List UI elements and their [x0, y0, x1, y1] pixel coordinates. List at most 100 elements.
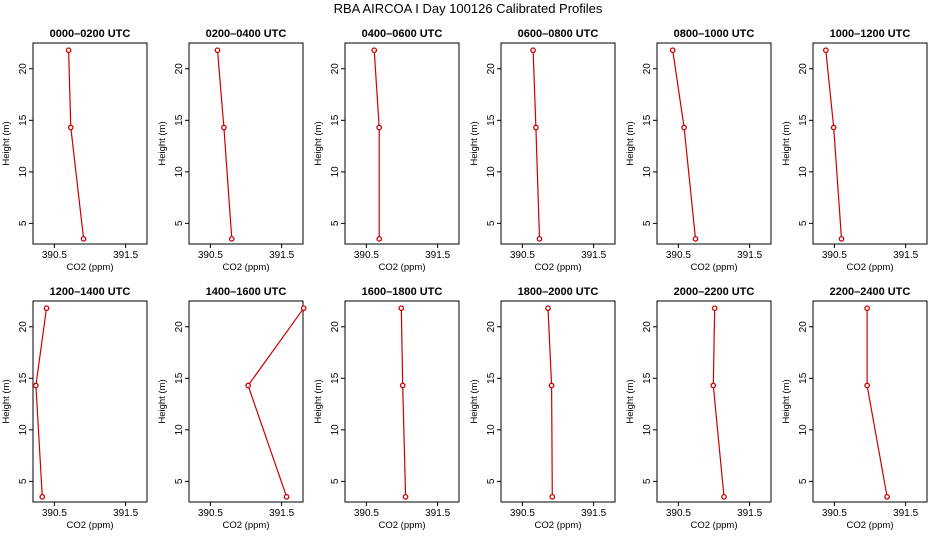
y-tick-label: 20 [18, 321, 29, 333]
y-tick-label: 5 [18, 478, 29, 484]
plot-frame [32, 300, 148, 503]
x-axis-label: CO2 (ppm) [691, 520, 738, 531]
data-point [536, 235, 543, 242]
plot-frame [344, 42, 460, 245]
y-axis-label: Height (m) [625, 379, 636, 423]
panel-title: 1000–1200 UTC [830, 28, 911, 40]
x-tick-label: 391.5 [737, 250, 762, 261]
x-tick-label: 391.5 [425, 250, 450, 261]
y-tick-label: 15 [642, 372, 653, 384]
y-tick-label: 10 [330, 424, 341, 436]
x-tick-label: 390.5 [198, 508, 223, 519]
profile-line [547, 308, 553, 497]
y-tick-label: 10 [798, 166, 809, 178]
profile-panel: 0600–0800 UTC 390.5 391.5 5 10 15 20 CO2 (ppm) H… [469, 28, 616, 273]
data-point [530, 47, 536, 54]
y-tick-label: 15 [798, 114, 809, 126]
y-axis-label: Height (m) [469, 121, 480, 165]
y-tick-label: 20 [642, 321, 653, 333]
x-tick-label: 391.5 [737, 508, 762, 519]
data-point [228, 235, 235, 242]
profile-line [532, 50, 541, 239]
data-point [43, 305, 50, 312]
plot-frame [500, 42, 616, 245]
x-tick-label: 390.5 [822, 250, 847, 261]
data-point [669, 47, 676, 54]
data-point [711, 305, 718, 312]
profile-line [866, 308, 888, 497]
data-point [710, 382, 717, 389]
y-tick-label: 5 [330, 220, 341, 226]
data-point [283, 493, 290, 500]
y-tick-label: 15 [798, 372, 809, 384]
data-point [65, 47, 72, 54]
data-point [884, 493, 890, 500]
plot-frame [812, 42, 928, 245]
panel-title: 0800–1000 UTC [674, 28, 755, 40]
panel-title: 1800–2000 UTC [518, 286, 599, 298]
y-tick-label: 15 [486, 114, 497, 126]
x-axis-label: CO2 (ppm) [847, 520, 894, 531]
y-tick-label: 10 [486, 166, 497, 178]
data-point [376, 124, 383, 131]
profile-panel: 2000–2200 UTC 390.5 391.5 5 10 15 20 CO2 (ppm) H… [625, 286, 772, 531]
y-tick-label: 5 [330, 478, 341, 484]
profile-panel: 1600–1800 UTC 390.5 391.5 5 10 15 20 CO2 (ppm) H… [313, 286, 460, 531]
data-point [549, 493, 556, 500]
x-tick-label: 391.5 [893, 508, 918, 519]
panel-title: 1600–1800 UTC [362, 286, 443, 298]
profile-panel: 0200–0400 UTC 390.5 391.5 5 10 15 20 CO2 (ppm) H… [157, 28, 304, 273]
data-point [864, 382, 871, 389]
panel-title: 1200–1400 UTC [50, 286, 131, 298]
data-point [221, 124, 227, 131]
data-point [399, 382, 406, 389]
plot-frame [344, 300, 460, 503]
y-tick-label: 20 [174, 63, 185, 75]
y-tick-label: 10 [18, 166, 29, 178]
x-axis-label: CO2 (ppm) [379, 520, 426, 531]
profile-panel: 2200–2400 UTC 390.5 391.5 5 10 15 20 CO2 (ppm) H… [781, 286, 928, 531]
plot-frame [656, 300, 772, 503]
x-tick-label: 390.5 [354, 250, 379, 261]
profile-panel: 0800–1000 UTC 390.5 391.5 5 10 15 20 CO2 (ppm) H… [625, 28, 772, 273]
y-tick-label: 15 [18, 372, 29, 384]
profile-panel: 1400–1600 UTC 390.5 391.5 5 10 15 20 CO2 (ppm) H… [157, 286, 307, 531]
x-axis-label: CO2 (ppm) [535, 262, 582, 273]
y-tick-label: 20 [486, 321, 497, 333]
x-tick-label: 391.5 [269, 508, 294, 519]
y-tick-label: 20 [330, 321, 341, 333]
y-tick-label: 5 [642, 478, 653, 484]
data-point [830, 124, 837, 131]
profile-panel: 1000–1200 UTC 390.5 391.5 5 10 15 20 CO2 (ppm) H… [781, 28, 928, 273]
data-point [864, 305, 871, 312]
y-tick-label: 10 [486, 424, 497, 436]
data-point [545, 305, 551, 312]
data-point [80, 235, 87, 242]
y-tick-label: 20 [18, 63, 29, 75]
y-tick-label: 20 [486, 63, 497, 75]
x-tick-label: 391.5 [893, 250, 918, 261]
y-tick-label: 15 [174, 372, 185, 384]
y-tick-label: 20 [798, 63, 809, 75]
profile-panel: 1800–2000 UTC 390.5 391.5 5 10 15 20 CO2 (ppm) H… [469, 286, 616, 531]
data-point [214, 47, 221, 54]
x-tick-label: 390.5 [666, 250, 691, 261]
y-tick-label: 5 [18, 220, 29, 226]
panel-title: 0400–0600 UTC [362, 28, 443, 40]
data-point [548, 382, 555, 389]
plot-frame [656, 42, 772, 245]
profile-line [825, 50, 843, 239]
x-tick-label: 391.5 [113, 250, 138, 261]
y-tick-label: 10 [18, 424, 29, 436]
panel-title: 0200–0400 UTC [206, 28, 287, 40]
x-tick-label: 390.5 [510, 250, 535, 261]
x-tick-label: 390.5 [510, 508, 535, 519]
y-tick-label: 20 [642, 63, 653, 75]
data-point [300, 305, 307, 312]
y-tick-label: 10 [798, 424, 809, 436]
panel-title: 2200–2400 UTC [830, 286, 911, 298]
profile-line [35, 308, 48, 497]
profile-line [247, 307, 305, 497]
profile-panel: 0000–0200 UTC 390.5 391.5 5 10 15 20 CO2 (ppm) H… [1, 28, 148, 273]
